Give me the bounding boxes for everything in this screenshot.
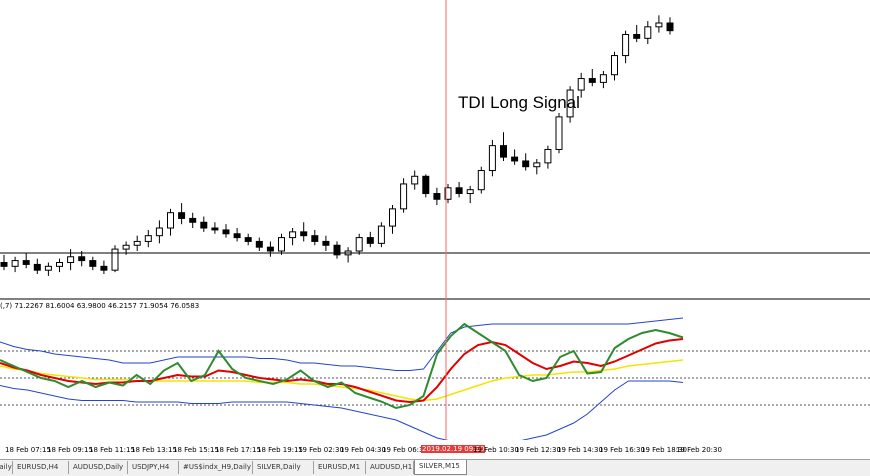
time-axis-label: 19 Feb 06:30 xyxy=(382,446,428,454)
candle-body xyxy=(78,256,86,262)
chart-tab-0[interactable]: Daily xyxy=(0,461,13,474)
candle-body xyxy=(422,175,430,195)
time-axis-label: 19 Feb 14:30 xyxy=(557,446,603,454)
candle-body xyxy=(233,233,241,239)
candle-body xyxy=(67,256,75,264)
time-axis-label: 18 Feb 09:15 xyxy=(47,446,93,454)
indicator-values-header: (,7) 71.2267 81.6004 63.9800 46.2157 71.… xyxy=(0,302,200,310)
chart-tab-4[interactable]: #US$indx_H9,Daily xyxy=(179,461,253,474)
time-axis-label: 19 Feb 18:30 xyxy=(641,446,687,454)
candle-body xyxy=(588,78,596,83)
candle-body xyxy=(366,237,374,244)
candle-body xyxy=(200,221,208,229)
candle-body xyxy=(0,262,8,267)
candle-body xyxy=(611,55,618,76)
candle-body xyxy=(222,229,230,235)
tdi-volatility-band-lower xyxy=(0,380,684,440)
candle-body xyxy=(155,227,163,237)
candle-body xyxy=(544,148,552,164)
time-axis-label: 18 Feb 07:15 xyxy=(5,446,51,454)
time-axis-label: 19 Feb 10:30 xyxy=(473,446,519,454)
chart-tab-5[interactable]: SILVER,Daily xyxy=(253,461,314,474)
candle-body xyxy=(477,170,485,191)
candle-body xyxy=(178,212,186,219)
tdi-long-signal-label: TDI Long Signal xyxy=(458,93,580,112)
chart-tab-7[interactable]: AUDUSD,H1 xyxy=(366,461,414,474)
chart-tab-8[interactable]: SILVER,M15 xyxy=(414,460,467,475)
candle-body xyxy=(189,217,197,223)
time-axis-label: 18 Feb 13:15 xyxy=(131,446,177,454)
candle-body xyxy=(644,26,652,39)
candle-body xyxy=(56,262,63,267)
time-axis-label: 19 Feb 20:30 xyxy=(676,446,722,454)
tdi-market-base-line xyxy=(0,359,684,402)
candle-body xyxy=(122,244,130,250)
candle-body xyxy=(511,156,519,162)
candle-body xyxy=(389,208,396,227)
time-axis-label: 19 Feb 04:30 xyxy=(340,446,386,454)
candle-body xyxy=(400,183,408,210)
candle-body xyxy=(488,145,496,172)
candle-body xyxy=(577,78,585,91)
time-axis-label: 18 Feb 15:15 xyxy=(173,446,219,454)
candle-body xyxy=(377,225,385,244)
time-axis-label: 19 Feb 12:30 xyxy=(515,446,561,454)
candle-body xyxy=(167,212,174,229)
time-axis-label: 19 Feb 02:30 xyxy=(298,446,344,454)
candle-body xyxy=(144,235,152,242)
candle-body xyxy=(599,74,607,83)
candle-body xyxy=(466,189,474,195)
time-axis-label: 18 Feb 11:15 xyxy=(89,446,135,454)
candle-body xyxy=(111,248,119,271)
chart-canvas[interactable] xyxy=(0,0,870,440)
symbol-tab-bar: DailyEURUSD,H4AUDUSD,DailyUSDJPY,H4#US$i… xyxy=(0,459,870,476)
candle-body xyxy=(655,22,663,28)
candle-body xyxy=(522,160,530,168)
candle-body xyxy=(133,240,141,246)
time-axis-label: 18 Feb 19:15 xyxy=(257,446,303,454)
candle-body xyxy=(33,263,41,271)
candle-body xyxy=(411,175,419,185)
candle-body xyxy=(255,240,263,248)
candle-body xyxy=(44,265,52,271)
chart-tab-2[interactable]: AUDUSD,Daily xyxy=(69,461,128,474)
candle-body xyxy=(266,246,274,252)
candle-body xyxy=(300,231,308,237)
time-axis-cursor-label: 2019.02.19 09:30 xyxy=(421,445,486,453)
candle-body xyxy=(666,22,674,32)
candle-body xyxy=(455,187,463,195)
tdi-trade-signal-line xyxy=(0,338,684,404)
candle-body xyxy=(322,240,330,246)
tdi-volatility-band-upper xyxy=(0,317,684,371)
candle-body xyxy=(566,89,574,118)
time-axis-label: 18 Feb 17:15 xyxy=(215,446,261,454)
candle-body xyxy=(444,187,452,200)
candle-body xyxy=(22,260,30,265)
time-axis-label: 19 Feb 16:30 xyxy=(599,446,645,454)
candle-body xyxy=(622,33,630,57)
candle-body xyxy=(555,116,563,150)
chart-tab-3[interactable]: USDJPY,H4 xyxy=(128,461,179,474)
candle-body xyxy=(11,260,19,267)
candle-body xyxy=(533,162,541,168)
candle-body xyxy=(100,265,108,271)
candle-body xyxy=(89,260,97,267)
candle-body xyxy=(333,244,341,256)
candle-body xyxy=(433,193,441,200)
candle-body xyxy=(311,235,319,242)
candle-body xyxy=(211,227,219,231)
tdi-rsi-price-line xyxy=(0,322,684,410)
time-axis: 18 Feb 07:15 18 Feb 09:15 18 Feb 11:15 18 F… xyxy=(0,440,870,459)
chart-tab-1[interactable]: EURUSD,H4 xyxy=(13,461,69,474)
candle-body xyxy=(278,237,285,252)
candle-body xyxy=(244,237,252,242)
candle-body xyxy=(355,237,363,252)
candle-body xyxy=(633,33,641,39)
chart-window[interactable]: TDI Long Signal (,7) 71.2267 81.6004 63.… xyxy=(0,0,870,459)
candle-body xyxy=(500,145,507,158)
candle-body xyxy=(289,231,297,239)
chart-tab-6[interactable]: EURUSD,M1 xyxy=(314,461,366,474)
